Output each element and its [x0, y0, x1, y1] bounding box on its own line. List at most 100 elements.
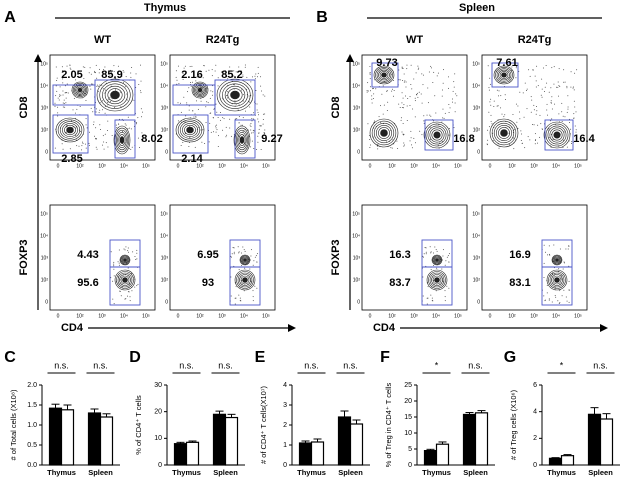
event-dot: [563, 262, 565, 264]
event-dot: [118, 262, 120, 264]
event-dot: [366, 91, 368, 93]
flow-plot: [481, 204, 588, 311]
event-dot: [543, 276, 545, 278]
event-dot: [454, 111, 456, 113]
event-dot: [62, 78, 64, 80]
event-dot: [456, 95, 458, 97]
event-dot: [548, 298, 550, 300]
event-dot: [200, 74, 202, 76]
event-dot: [567, 108, 569, 110]
event-dot: [258, 121, 260, 123]
y-tick-label: 0.5: [27, 442, 37, 449]
event-dot: [141, 116, 143, 118]
event-dot: [90, 83, 92, 85]
event-dot: [253, 130, 255, 132]
gate: [424, 119, 454, 151]
event-dot: [423, 253, 425, 255]
event-dot: [235, 297, 237, 299]
event-dot: [120, 295, 122, 297]
event-dot: [436, 75, 438, 77]
event-dot: [562, 115, 564, 117]
event-dot: [377, 144, 379, 146]
event-dot: [183, 67, 185, 69]
event-dot: [90, 107, 92, 109]
event-dot: [367, 123, 369, 125]
event-dot: [119, 290, 121, 292]
event-dot: [250, 146, 252, 148]
contour: [227, 88, 243, 102]
event-dot: [252, 132, 254, 134]
event-dot: [264, 95, 266, 97]
event-dot: [244, 250, 246, 252]
flow-x-tick: 10⁴: [432, 163, 440, 169]
event-dot: [543, 262, 545, 264]
event-dot: [63, 99, 65, 101]
event-dot: [83, 78, 85, 80]
event-dot: [80, 130, 82, 132]
event-dot: [375, 88, 377, 90]
flow-y-tick: 0: [45, 299, 48, 305]
gate-percent: 9.27: [261, 133, 282, 145]
event-dot: [405, 86, 407, 88]
event-dot: [390, 147, 392, 149]
event-dot: [207, 102, 209, 104]
event-dot: [58, 99, 60, 101]
event-dot: [548, 128, 550, 130]
event-dot: [232, 247, 234, 249]
event-dot: [516, 121, 518, 123]
event-dot: [90, 88, 92, 90]
event-dot: [233, 251, 235, 253]
contour: [197, 87, 203, 93]
y-axis-label: # of Treg cells (X10⁶): [509, 389, 518, 460]
event-dot: [188, 146, 190, 148]
event-dot: [555, 296, 557, 298]
event-dot: [61, 66, 63, 68]
event-dot: [218, 135, 220, 137]
y-tick-label: 20: [404, 398, 412, 405]
event-dot: [233, 70, 235, 72]
event-dot: [189, 65, 191, 67]
event-dot: [541, 128, 543, 130]
event-dot: [501, 113, 503, 115]
event-dot: [136, 258, 138, 260]
event-dot: [419, 130, 421, 132]
flow-y-tick: 10³: [41, 255, 49, 261]
event-dot: [548, 299, 550, 301]
flow-x-tick: 10⁵: [454, 163, 462, 169]
event-dot: [442, 82, 444, 84]
event-dot: [110, 71, 112, 73]
tissue-title: Thymus: [144, 2, 186, 14]
event-dot: [209, 122, 211, 124]
event-dot: [570, 128, 572, 130]
contour: [76, 86, 84, 94]
event-dot: [452, 90, 454, 92]
contour: [237, 132, 247, 149]
event-dot: [372, 88, 374, 90]
event-dot: [551, 301, 553, 303]
event-dot: [250, 122, 252, 124]
flow-plot: [361, 204, 468, 311]
event-dot: [96, 148, 98, 150]
event-dot: [79, 106, 81, 108]
event-dot: [558, 85, 560, 87]
event-dot: [250, 126, 252, 128]
contour: [61, 123, 78, 137]
y-tick-label: 0: [408, 462, 412, 469]
event-dot: [406, 105, 408, 107]
event-dot: [424, 247, 426, 249]
event-dot: [131, 146, 133, 148]
bar: [435, 443, 450, 466]
event-dot: [75, 135, 77, 137]
event-dot: [262, 94, 264, 96]
event-dot: [55, 95, 57, 97]
contour: [191, 81, 209, 99]
event-dot: [431, 299, 433, 301]
event-dot: [454, 73, 456, 75]
event-dot: [418, 91, 420, 93]
event-dot: [557, 86, 559, 88]
flow-y-tick: 10³: [473, 255, 481, 261]
event-dot: [183, 96, 185, 98]
event-dot: [548, 91, 550, 93]
event-dot: [244, 66, 246, 68]
event-dot: [423, 122, 425, 124]
